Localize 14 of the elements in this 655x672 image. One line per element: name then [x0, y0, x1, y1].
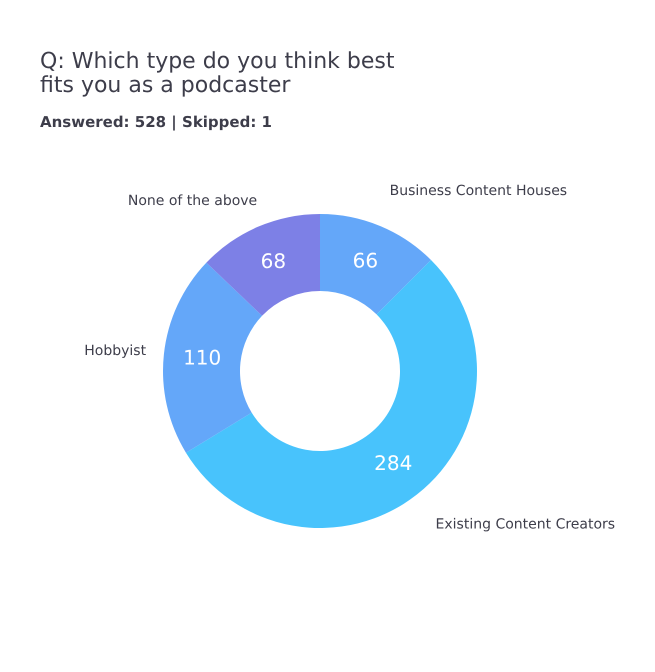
data-label: 284 — [374, 451, 412, 476]
slice-label: Business Content Houses — [390, 182, 568, 199]
slice-label: Existing Content Creators — [436, 516, 616, 532]
data-label: 66 — [352, 248, 378, 273]
text: Q: Which type do you think best — [40, 49, 394, 74]
slice-label: None of the above — [128, 192, 258, 209]
donut-slice — [320, 214, 432, 314]
text: fits you as a podcaster — [40, 73, 290, 98]
donut-slice — [163, 262, 262, 453]
data-label: 68 — [260, 249, 286, 274]
donut-slice — [206, 214, 320, 316]
slice-label: Hobbyist — [84, 343, 147, 360]
data-label: 110 — [183, 345, 222, 370]
chart-subtitle: Answered: 528 | Skipped: 1 — [40, 113, 272, 131]
